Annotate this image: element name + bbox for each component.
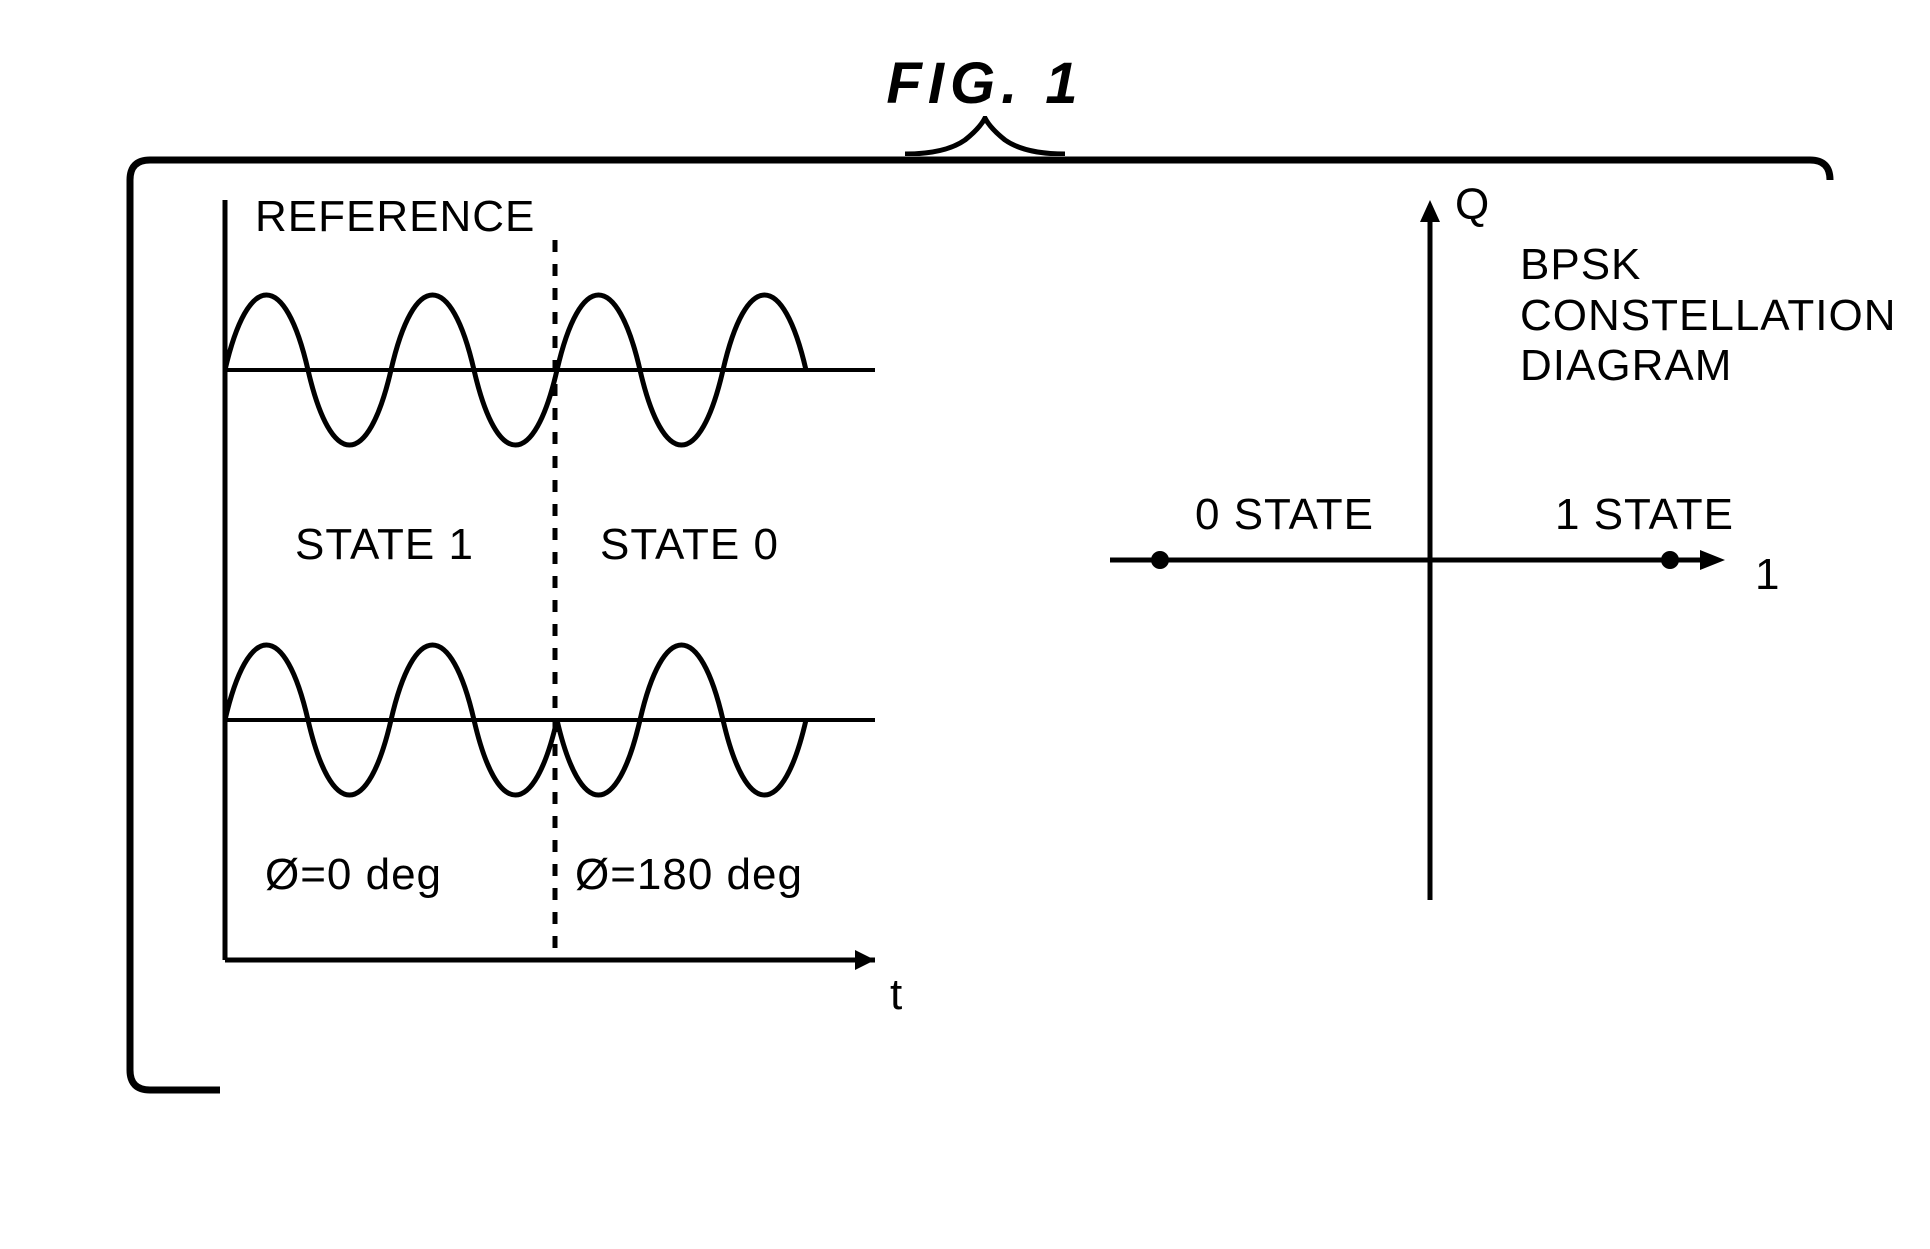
constellation-title: BPSK CONSTELLATION DIAGRAM <box>1520 240 1896 392</box>
figure-frame: REFERENCE STATE 1 STATE 0 Ø=0 deg Ø=180 … <box>100 150 1860 1100</box>
i-axis-label: 1 <box>1755 550 1780 600</box>
phase0-label: Ø=0 deg <box>265 850 442 900</box>
reference-label: REFERENCE <box>255 192 535 242</box>
t-axis-label: t <box>890 970 903 1020</box>
figure-title: FIG. 1 <box>886 50 1083 117</box>
state1-label: STATE 1 <box>295 520 474 570</box>
phase180-label: Ø=180 deg <box>575 850 803 900</box>
state0-constellation-label: 0 STATE <box>1195 490 1374 540</box>
state0-label: STATE 0 <box>600 520 779 570</box>
q-axis-label: Q <box>1455 180 1490 230</box>
state1-constellation-label: 1 STATE <box>1555 490 1734 540</box>
figure-container: FIG. 1 R <box>20 20 1930 1229</box>
